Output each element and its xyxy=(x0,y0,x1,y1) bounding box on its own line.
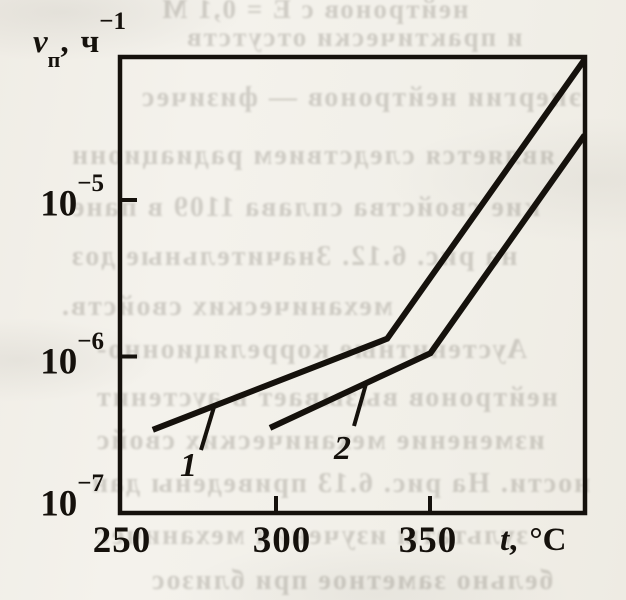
y-tick-label-1e-5: 10−5 xyxy=(40,170,104,225)
x-tick-label-250: 250 xyxy=(92,520,152,561)
y-axis-symbol: v xyxy=(33,24,48,60)
y-tick-label-1e-6: 10−6 xyxy=(40,328,104,383)
y-tick-label-1e-7: 10−7 xyxy=(40,470,104,525)
plot-border xyxy=(117,54,588,516)
curve-2-leader-line xyxy=(352,383,368,427)
curve-1-line xyxy=(151,57,588,433)
x-axis-symbol: t xyxy=(500,522,510,558)
x-axis-title: t, °C xyxy=(500,522,567,558)
x-tick-label-350: 350 xyxy=(398,520,458,561)
curve-1-leader-line xyxy=(199,406,216,451)
y-axis-subscript: п xyxy=(47,46,61,72)
curve-2-label: 2 xyxy=(334,430,351,467)
x-tick-label-300: 300 xyxy=(252,520,312,561)
y-axis-title: vп, ч−1 xyxy=(33,8,126,72)
x-axis-unit: °C xyxy=(529,522,567,558)
y-axis-unit-exponent: −1 xyxy=(99,8,126,35)
curve-2-line xyxy=(268,133,588,431)
curve-1-label: 1 xyxy=(180,447,197,484)
y-axis-unit: ч xyxy=(80,24,100,60)
